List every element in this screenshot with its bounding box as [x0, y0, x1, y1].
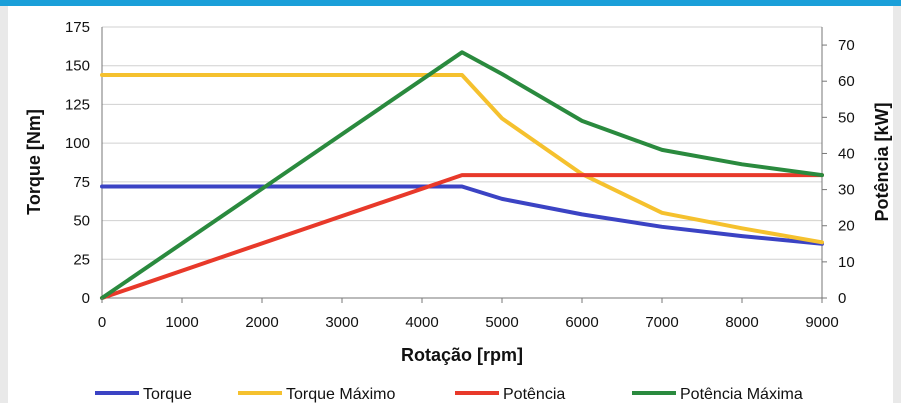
x-tick-label: 8000	[725, 314, 758, 331]
x-tick-label: 7000	[645, 314, 678, 331]
series-line-3	[100, 50, 824, 300]
legend-label-1: Torque Máximo	[286, 386, 395, 403]
x-tick-label: 0	[98, 314, 106, 331]
legend-label-3: Potência Máxima	[680, 386, 803, 403]
y-axis-right-title: Potência [kW]	[872, 102, 892, 221]
y-right-tick-label: 30	[838, 182, 855, 199]
y-left-tick-label: 25	[73, 251, 90, 268]
y-right-tick-label: 50	[838, 109, 855, 126]
y-left-tick-label: 125	[65, 96, 90, 113]
y-axis-left-title: Torque [Nm]	[24, 109, 44, 215]
series-lines	[100, 50, 824, 300]
chart-panel	[8, 6, 893, 403]
y-left-tick-label: 175	[65, 19, 90, 36]
y-left-tick-label: 150	[65, 58, 90, 75]
y-right-tick-label: 0	[838, 290, 846, 307]
tick-labels: 0 25 50 75 100 125 150 175 0 10 20 30 40 50 60 70 0 1000 2…	[65, 19, 855, 331]
y-right-tick-label: 10	[838, 254, 855, 271]
series-line-0	[100, 184, 824, 246]
x-tick-label: 5000	[485, 314, 518, 331]
header-accent-bar	[0, 0, 901, 6]
x-axis-title: Rotação [rpm]	[401, 345, 523, 365]
y-left-tick-label: 0	[82, 290, 90, 307]
x-tick-label: 1000	[165, 314, 198, 331]
y-right-tick-label: 70	[838, 37, 855, 54]
x-tick-label: 9000	[805, 314, 838, 331]
x-tick-label: 6000	[565, 314, 598, 331]
y-left-tick-label: 100	[65, 135, 90, 152]
y-left-tick-label: 50	[73, 213, 90, 230]
axes	[101, 27, 823, 299]
series-line-2	[100, 173, 824, 300]
x-tick-label: 4000	[405, 314, 438, 331]
x-tick-label: 2000	[245, 314, 278, 331]
y-left-tick-label: 75	[73, 174, 90, 191]
y-right-tick-label: 20	[838, 218, 855, 235]
legend: Torque Torque Máximo Potência Potência Máxi…	[95, 386, 803, 403]
y-right-tick-label: 40	[838, 145, 855, 162]
legend-label-0: Torque	[143, 386, 192, 403]
y-right-tick-label: 60	[838, 73, 855, 90]
x-tick-label: 3000	[325, 314, 358, 331]
legend-label-2: Potência	[503, 386, 565, 403]
